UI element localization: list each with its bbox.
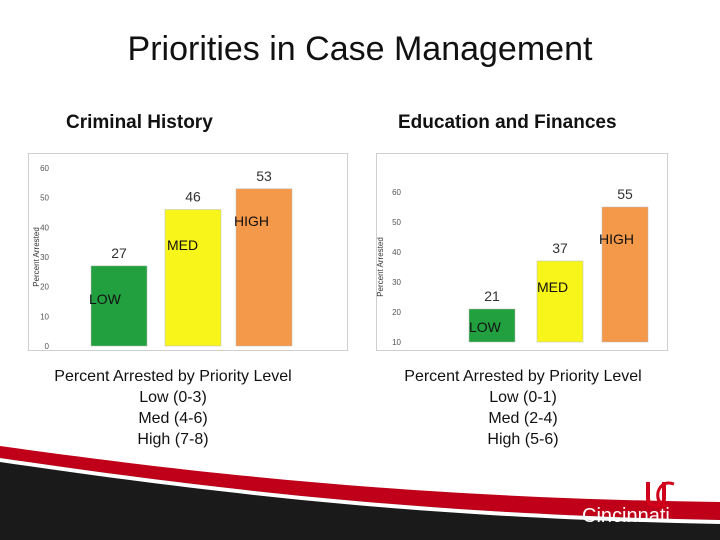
y-axis-label: Percent Arrested <box>32 227 41 287</box>
category-label-high: HIGH <box>234 213 269 229</box>
chart-title-criminal-history: Criminal History <box>66 112 213 133</box>
bar-med <box>536 260 584 343</box>
logo-line1: UNIVERSITY OF <box>584 491 645 500</box>
uc-mark-icon <box>646 481 675 509</box>
caption-line: Percent Arrested by Priority Level <box>404 368 642 385</box>
bar-value-label: 55 <box>617 186 633 202</box>
caption-line: Low (0-3) <box>139 389 207 406</box>
caption-line: High (5-6) <box>487 431 559 448</box>
chart-education-finances: 10 20 30 40 50 60 Percent Arrested 21 LOW 37 MED 55… <box>376 153 668 351</box>
category-label-low: LOW <box>469 319 502 335</box>
category-label-low: LOW <box>89 291 122 307</box>
y-tick-label: 40 <box>392 248 401 257</box>
y-tick-label: 10 <box>40 312 49 321</box>
caption-line: Med (2-4) <box>488 410 558 427</box>
bar-value-label: 53 <box>256 168 272 184</box>
chart-education-finances-svg: 10 20 30 40 50 60 Percent Arrested 21 LOW 37 MED 55… <box>376 186 649 347</box>
caption-education-finances: Percent Arrested by Priority Level Low (… <box>358 366 688 450</box>
y-axis-label: Percent Arrested <box>377 237 385 297</box>
footer-swoosh <box>0 446 720 540</box>
y-tick-label: 30 <box>392 278 401 287</box>
bar-high <box>601 206 649 343</box>
y-tick-label: 0 <box>45 342 50 350</box>
y-tick-label: 40 <box>40 223 49 232</box>
bar-value-label: 37 <box>552 240 568 256</box>
category-label-med: MED <box>167 237 198 253</box>
y-tick-label: 60 <box>392 188 401 197</box>
chart-criminal-history-svg: 0 10 20 30 40 50 60 Percent Arrested 27 LOW 46 MED 5… <box>32 164 293 351</box>
y-tick-label: 20 <box>40 283 49 292</box>
bar-value-label: 46 <box>185 189 201 205</box>
category-label-med: MED <box>537 279 568 295</box>
y-tick-label: 50 <box>392 218 401 227</box>
caption-criminal-history: Percent Arrested by Priority Level Low (… <box>8 366 338 450</box>
bar-value-label: 21 <box>484 288 500 304</box>
slide-title: Priorities in Case Management <box>127 30 593 68</box>
category-label-high: HIGH <box>599 231 634 247</box>
university-logo: UNIVERSITY OF Cincinnati <box>582 481 675 527</box>
bar-low <box>90 265 148 347</box>
chart-criminal-history: 0 10 20 30 40 50 60 Percent Arrested 27 LOW 46 MED 5… <box>28 153 348 351</box>
bar-value-label: 27 <box>111 245 127 261</box>
caption-line: Med (4-6) <box>138 410 208 427</box>
caption-line: Percent Arrested by Priority Level <box>54 368 292 385</box>
y-tick-label: 30 <box>40 253 49 262</box>
logo-line2: Cincinnati <box>582 505 670 527</box>
caption-line: High (7-8) <box>137 431 209 448</box>
y-tick-label: 50 <box>40 194 49 203</box>
y-tick-label: 60 <box>40 164 49 173</box>
bar-med <box>164 209 222 347</box>
y-tick-label: 20 <box>392 308 401 317</box>
caption-line: Low (0-1) <box>489 389 557 406</box>
chart-title-education-finances: Education and Finances <box>398 112 617 133</box>
bar-low <box>468 308 516 343</box>
bar-high <box>235 188 293 347</box>
y-tick-label: 10 <box>392 338 401 347</box>
